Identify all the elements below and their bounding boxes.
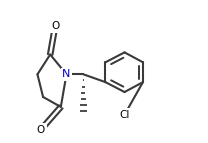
Text: N: N: [62, 69, 71, 79]
Text: O: O: [37, 125, 45, 135]
Text: Cl: Cl: [119, 110, 130, 120]
Text: O: O: [51, 21, 59, 31]
